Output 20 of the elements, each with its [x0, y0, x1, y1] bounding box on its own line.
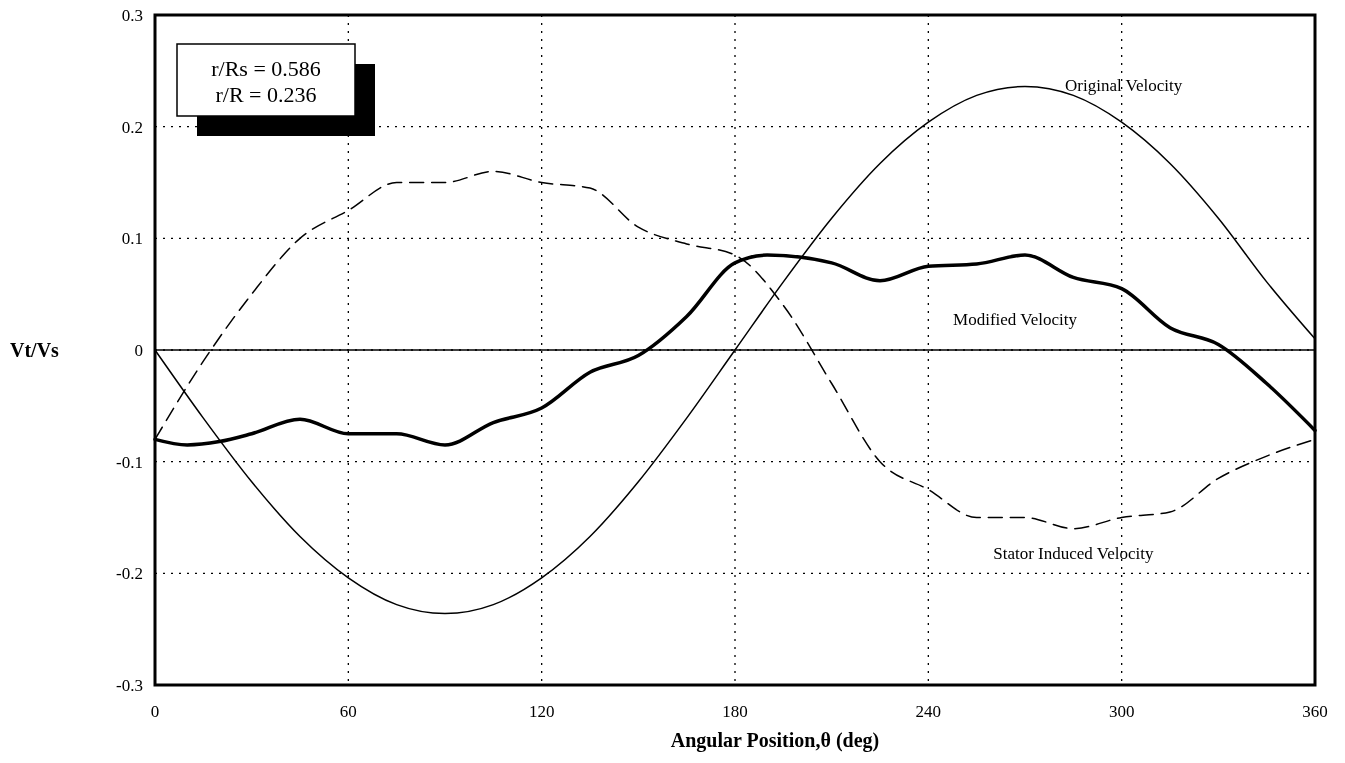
x-tick-label: 300 — [1108, 702, 1135, 721]
x-tick-label: 180 — [722, 702, 748, 721]
series-label: Stator Induced Velocity — [993, 543, 1154, 563]
annotation: r/Rs = 0.586 r/R = 0.236 — [211, 56, 321, 107]
x-tick-label: 240 — [915, 702, 942, 721]
y-axis-title: Vt/Vs — [10, 339, 60, 361]
x-tick-label: 360 — [1302, 702, 1328, 721]
x-axis-title: Angular Position,θ (deg) — [670, 729, 880, 752]
series-label: Original Velocity — [1065, 76, 1183, 96]
y-tick-label: 0.2 — [121, 117, 143, 137]
series-label: Modified Velocity — [953, 310, 1078, 330]
y-tick-label: -0.1 — [116, 452, 143, 472]
x-tick-label: 0 — [150, 702, 160, 721]
y-tick-label: 0 — [134, 341, 143, 360]
x-tick-label: 60 — [339, 702, 357, 721]
y-tick-label: -0.2 — [116, 564, 143, 584]
x-tick-label: 120 — [528, 702, 555, 721]
y-tick-label: 0.1 — [121, 229, 143, 249]
y-tick-label: 0.3 — [121, 6, 143, 25]
y-tick-label: -0.3 — [116, 676, 143, 695]
